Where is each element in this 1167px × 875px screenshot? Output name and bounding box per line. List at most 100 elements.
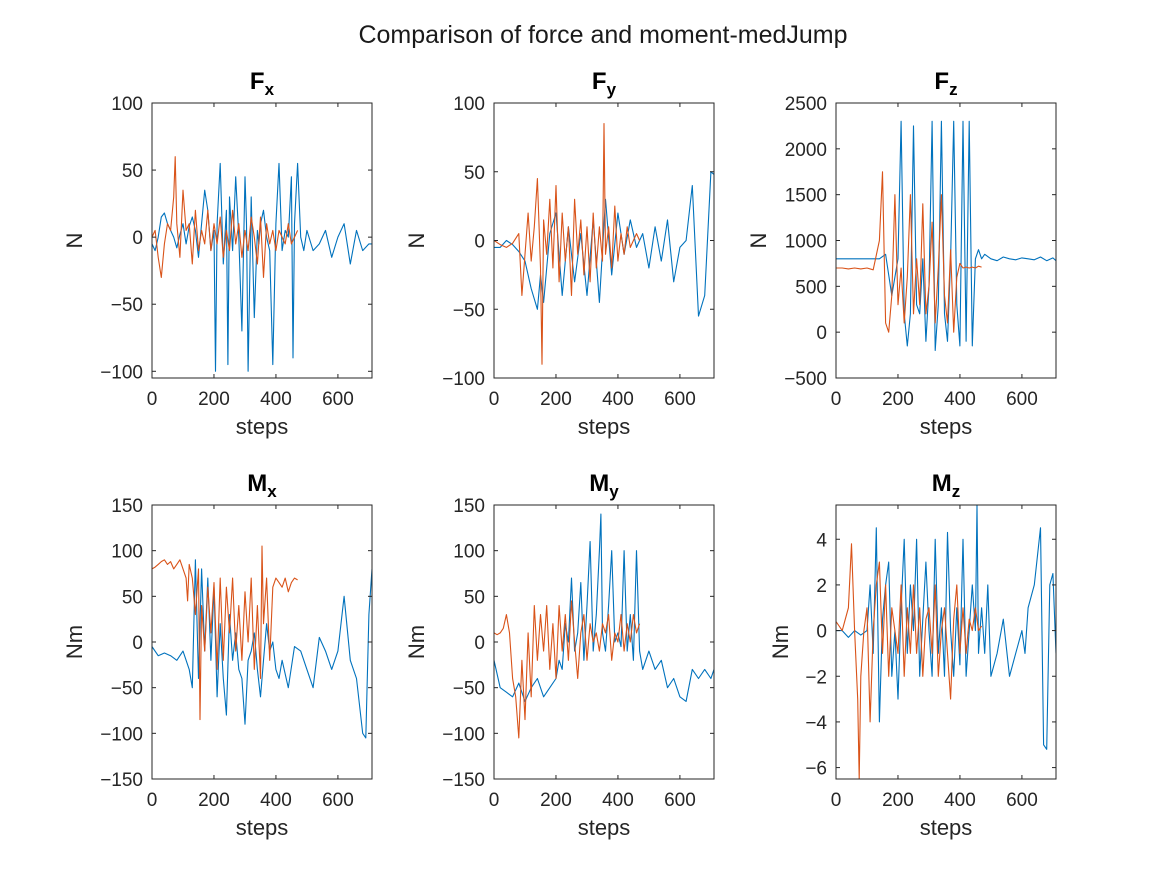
subplot-title-main: F xyxy=(250,68,265,95)
x-tick-label: 600 xyxy=(664,389,696,410)
x-tick-label: 600 xyxy=(1006,790,1038,811)
x-tick-label: 200 xyxy=(540,389,572,410)
series-line-2 xyxy=(152,545,298,721)
subplot-title-main: M xyxy=(932,470,952,497)
y-tick-label: −4 xyxy=(805,713,827,734)
subplot-title-subscript: y xyxy=(609,482,619,501)
y-tick-label: 500 xyxy=(795,277,827,298)
panel-my: 0 200 400 600 −150 −100 −50 0 50 100 150 steps Nm My xyxy=(404,470,715,840)
x-tick-label: 0 xyxy=(147,389,158,410)
subplot-title: Fz xyxy=(934,68,957,99)
axes-box xyxy=(151,102,373,379)
figure-title: Comparison of force and moment-medJump xyxy=(358,21,847,49)
x-tick-label: 0 xyxy=(489,389,500,410)
y-tick-label: 0 xyxy=(816,622,827,643)
series-line-1 xyxy=(494,513,714,702)
x-tick-label: 600 xyxy=(322,790,354,811)
y-tick-label: −500 xyxy=(784,369,827,390)
y-tick-label: −150 xyxy=(442,770,485,791)
subplot-title-main: F xyxy=(934,68,949,95)
x-tick-label: 400 xyxy=(260,389,292,410)
series-line-1 xyxy=(836,505,1056,750)
series-line-1 xyxy=(152,559,372,739)
subplot-title-subscript: z xyxy=(952,482,961,501)
x-axis-label: steps xyxy=(236,414,289,439)
y-axis-label: Nm xyxy=(768,625,793,659)
subplot-title: My xyxy=(589,470,619,501)
x-tick-label: 400 xyxy=(944,790,976,811)
series-line-2 xyxy=(836,543,983,779)
x-tick-label: 400 xyxy=(602,389,634,410)
x-tick-label: 200 xyxy=(882,790,914,811)
y-axis-label: N xyxy=(746,233,771,249)
subplot-title-subscript: y xyxy=(607,80,617,99)
y-axis-label: Nm xyxy=(404,625,429,659)
x-tick-label: 200 xyxy=(882,389,914,410)
panel-mz: 0 200 400 600 −6 −4 −2 0 2 4 steps Nm Mz xyxy=(768,470,1057,840)
y-axis-label: N xyxy=(404,233,429,249)
y-tick-label: −150 xyxy=(100,770,143,791)
panel-fy: 0 200 400 600 −100 −50 0 50 100 steps N Fy xyxy=(404,68,715,439)
series-line-1 xyxy=(152,162,372,372)
series-line-1 xyxy=(836,120,1056,352)
y-tick-label: −100 xyxy=(442,724,485,745)
y-tick-label: 100 xyxy=(453,94,485,115)
y-tick-label: 150 xyxy=(453,496,485,517)
y-tick-label: −2 xyxy=(805,667,827,688)
x-tick-label: 0 xyxy=(489,790,500,811)
y-tick-label: 50 xyxy=(464,587,485,608)
y-tick-label: −50 xyxy=(453,300,485,321)
y-tick-label: −50 xyxy=(453,679,485,700)
x-tick-label: 400 xyxy=(602,790,634,811)
y-tick-label: 1000 xyxy=(785,232,827,253)
x-tick-label: 200 xyxy=(198,389,230,410)
x-tick-label: 0 xyxy=(831,389,842,410)
y-tick-label: −100 xyxy=(100,724,143,745)
subplot-title-subscript: x xyxy=(265,80,275,99)
x-axis-label: steps xyxy=(920,414,973,439)
y-tick-label: 0 xyxy=(474,633,485,654)
y-tick-label: 0 xyxy=(474,232,485,253)
y-tick-label: 4 xyxy=(816,530,827,551)
y-tick-label: 100 xyxy=(111,542,143,563)
subplot-title-subscript: x xyxy=(267,482,277,501)
x-axis-label: steps xyxy=(236,815,289,840)
panel-fz: 0 200 400 600−50005001000150020002500stepsN… xyxy=(746,68,1057,439)
y-tick-label: 100 xyxy=(111,94,143,115)
x-tick-label: 400 xyxy=(944,389,976,410)
y-tick-label: −100 xyxy=(442,369,485,390)
y-axis-label: N xyxy=(62,233,87,249)
x-tick-label: 400 xyxy=(260,790,292,811)
subplot-title: Mx xyxy=(247,470,277,501)
y-tick-label: 100 xyxy=(453,542,485,563)
y-tick-label: −6 xyxy=(805,759,827,780)
y-tick-label: 0 xyxy=(132,228,143,249)
panel-mx: 0 200 400 600 −150 −100 −50 0 50 100 150 steps Nm Mx xyxy=(62,470,373,840)
y-tick-label: −100 xyxy=(100,362,143,383)
series-line-2 xyxy=(152,156,299,278)
y-tick-label: 50 xyxy=(122,161,143,182)
subplot-title: Mz xyxy=(932,470,961,501)
y-tick-label: 50 xyxy=(122,587,143,608)
series-line-2 xyxy=(494,123,641,365)
x-tick-label: 600 xyxy=(1006,389,1038,410)
y-tick-label: 0 xyxy=(816,323,827,344)
x-tick-label: 200 xyxy=(198,790,230,811)
subplot-title-main: M xyxy=(247,470,267,497)
y-tick-label: 1500 xyxy=(785,186,827,207)
y-tick-label: −50 xyxy=(111,295,143,316)
subplot-title: Fy xyxy=(592,68,617,99)
y-tick-label: −50 xyxy=(111,679,143,700)
y-tick-label: 50 xyxy=(464,163,485,184)
series-line-2 xyxy=(836,171,982,333)
axes-box xyxy=(835,504,1057,780)
y-tick-label: 2 xyxy=(816,576,827,597)
x-tick-label: 0 xyxy=(147,790,158,811)
x-axis-label: steps xyxy=(578,414,631,439)
subplot-title-subscript: z xyxy=(949,80,958,99)
x-axis-label: steps xyxy=(920,815,973,840)
y-tick-label: 2500 xyxy=(785,94,827,115)
x-tick-label: 600 xyxy=(322,389,354,410)
